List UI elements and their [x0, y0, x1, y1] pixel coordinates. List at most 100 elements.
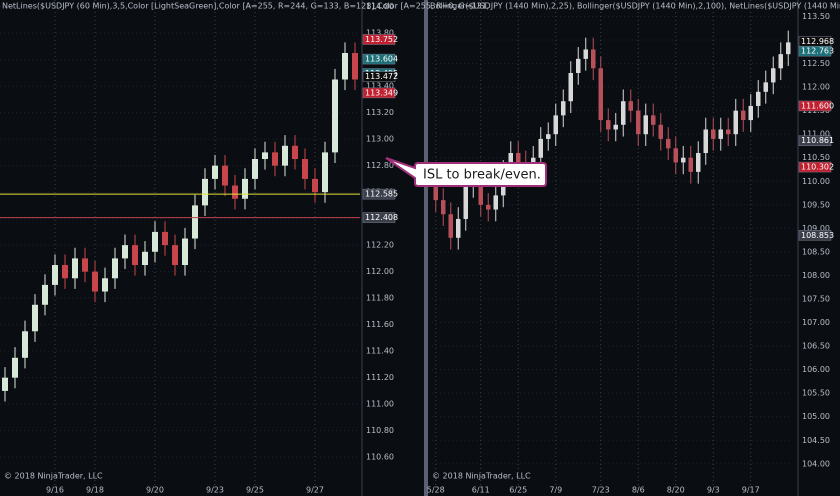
candle-body: [726, 129, 731, 135]
price-marker: [362, 53, 396, 65]
x-tick-label: 6/25: [509, 486, 527, 495]
candle-body: [262, 152, 268, 160]
y-tick-label: 112.00: [802, 83, 830, 92]
price-marker: [798, 45, 832, 57]
y-tick-label: 108.00: [802, 271, 830, 280]
candle-body: [352, 53, 358, 80]
candle-body: [272, 152, 278, 166]
y-tick-label: 105.00: [802, 412, 830, 421]
candle-body: [628, 101, 633, 111]
candle-body: [252, 159, 258, 179]
copyright: © 2018 NinjaTrader, LLC: [4, 472, 103, 481]
candle-body: [292, 145, 298, 160]
candle-body: [22, 331, 28, 358]
x-tick-label: 9/17: [742, 486, 760, 495]
candle-body: [516, 153, 521, 163]
y-tick-label: 111.00: [366, 400, 394, 409]
candle-body: [72, 258, 78, 279]
copyright: © 2018 NinjaTrader, LLC: [432, 472, 531, 481]
candle-body: [312, 178, 318, 193]
candle-body: [172, 245, 178, 266]
candle-body: [463, 185, 468, 219]
candle-body: [553, 115, 558, 135]
x-tick-label: 9/25: [246, 486, 264, 495]
candle-body: [342, 53, 348, 80]
candle-body: [448, 214, 453, 238]
y-tick-label: 107.50: [802, 295, 830, 304]
y-tick-label: 106.00: [802, 365, 830, 374]
y-tick-label: 113.50: [802, 12, 830, 21]
candle-body: [92, 271, 98, 292]
price-marker-label: 112.585: [365, 190, 398, 199]
price-marker: [362, 188, 396, 200]
y-tick-label: 112.00: [366, 267, 394, 276]
price-marker: [798, 135, 832, 146]
candle-body: [152, 231, 158, 252]
candle-body: [112, 258, 118, 279]
y-tick-label: 107.00: [802, 318, 830, 327]
candle-body: [202, 178, 208, 206]
y-tick-label: 112.50: [802, 59, 830, 68]
price-marker: [798, 230, 832, 241]
candle-body: [673, 148, 678, 163]
y-tick-label: 108.50: [802, 247, 830, 256]
x-tick-label: 8/20: [667, 486, 685, 495]
price-marker-label: 108.853: [801, 231, 834, 240]
price-marker-label: 110.861: [801, 136, 834, 145]
price-marker: [362, 71, 396, 82]
y-tick-label: 109.00: [802, 224, 830, 233]
candle-body: [756, 91, 761, 106]
candle-body: [441, 200, 446, 215]
candle-body: [643, 115, 648, 135]
candle-body: [222, 165, 228, 186]
candle-body: [546, 134, 551, 139]
candle-body: [12, 357, 18, 378]
price-marker-label: 112.763: [801, 47, 834, 56]
x-tick-label: 9/3: [707, 486, 720, 495]
candle-body: [456, 218, 461, 238]
x-tick-label: 9/23: [206, 486, 224, 495]
x-tick-label: 9/27: [306, 486, 324, 495]
candle-body: [62, 265, 68, 279]
y-tick-label: 113.00: [366, 135, 394, 144]
candle-body: [576, 58, 581, 73]
price-marker-label: 113.472: [365, 72, 398, 81]
panel-divider: [424, 0, 428, 496]
candle-body: [658, 124, 663, 139]
candle-body: [696, 153, 701, 172]
candle-body: [598, 68, 603, 121]
y-tick-label: 110.00: [802, 177, 830, 186]
x-tick-label: 7/23: [592, 486, 610, 495]
candle-body: [651, 115, 656, 125]
price-marker-label: 113.604: [365, 55, 398, 64]
y-tick-label: 113.20: [366, 108, 394, 117]
price-marker-label: 113.349: [365, 88, 398, 97]
price-marker-label: 111.600: [801, 101, 834, 110]
candle-body: [591, 49, 596, 69]
candle-body: [711, 129, 716, 139]
candle-body: [42, 284, 48, 305]
price-marker: [362, 34, 396, 45]
candle-body: [82, 258, 88, 272]
price-marker-label: 112.968: [801, 37, 834, 46]
candle-body: [433, 185, 438, 201]
y-tick-label: 111.80: [366, 294, 394, 303]
y-tick-label: 106.50: [802, 342, 830, 351]
candle-body: [688, 157, 693, 172]
candle-body: [681, 157, 686, 163]
candle-body: [493, 195, 498, 210]
candle-body: [733, 110, 738, 135]
candle-body: [583, 49, 588, 59]
candle-body: [332, 79, 338, 153]
candle-body: [242, 178, 248, 199]
candle-body: [718, 129, 723, 139]
annotation-text: ISL to break/even.: [423, 168, 541, 183]
candle-body: [741, 110, 746, 121]
candle-body: [322, 152, 328, 193]
panel-title: NetLines($USDJPY (60 Min),3,5,Color [Lig…: [2, 2, 489, 11]
price-marker: [798, 161, 832, 173]
y-tick-label: 104.50: [802, 436, 830, 445]
callout: [385, 157, 547, 187]
